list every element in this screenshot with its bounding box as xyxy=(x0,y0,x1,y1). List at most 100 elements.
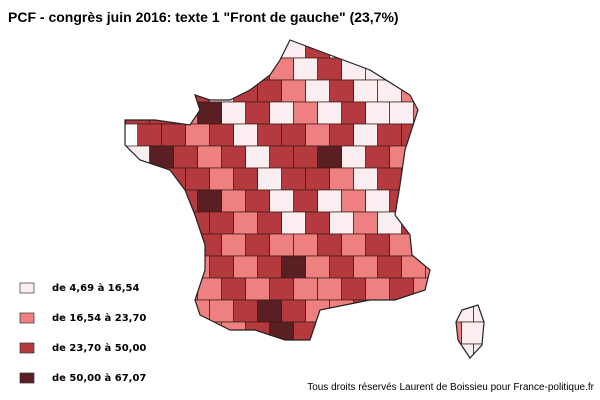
department xyxy=(317,57,342,81)
department xyxy=(221,57,246,81)
department xyxy=(161,255,186,279)
department xyxy=(401,40,426,59)
department xyxy=(329,123,354,147)
department xyxy=(389,189,414,213)
department xyxy=(486,190,510,212)
department xyxy=(353,211,378,235)
department xyxy=(257,123,282,147)
department xyxy=(486,102,510,124)
department xyxy=(293,233,318,257)
department xyxy=(185,40,210,59)
department xyxy=(413,321,438,345)
department xyxy=(221,101,246,125)
department xyxy=(185,343,210,358)
department xyxy=(461,145,484,169)
department xyxy=(293,101,318,125)
department xyxy=(498,256,522,278)
department xyxy=(209,211,234,235)
department xyxy=(389,321,414,345)
department xyxy=(353,343,378,358)
department xyxy=(173,189,198,213)
department xyxy=(425,167,450,191)
title: PCF - congrès juin 2016: texte 1 "Front … xyxy=(8,9,399,25)
department xyxy=(293,145,318,169)
department xyxy=(317,233,342,257)
department xyxy=(137,211,162,235)
department xyxy=(365,57,390,81)
department xyxy=(377,343,402,358)
department xyxy=(305,343,330,358)
department xyxy=(221,189,246,213)
department xyxy=(245,57,270,81)
department xyxy=(317,321,342,345)
department xyxy=(353,40,378,59)
department xyxy=(293,277,318,301)
department xyxy=(365,189,390,213)
department xyxy=(473,255,484,279)
department xyxy=(425,211,450,235)
department xyxy=(161,123,186,147)
department xyxy=(473,167,484,191)
department xyxy=(437,145,462,169)
department xyxy=(498,124,522,146)
department xyxy=(341,233,366,257)
department xyxy=(233,123,258,147)
department xyxy=(461,57,484,81)
department xyxy=(233,343,258,358)
legend-swatch xyxy=(19,312,35,324)
department xyxy=(329,343,354,358)
department xyxy=(269,277,294,301)
department xyxy=(173,233,198,257)
department xyxy=(221,321,246,345)
department xyxy=(257,299,282,323)
department xyxy=(233,40,258,59)
department xyxy=(353,255,378,279)
department xyxy=(329,211,354,235)
department xyxy=(125,101,150,125)
department xyxy=(486,146,510,168)
department xyxy=(257,343,282,358)
department xyxy=(486,234,510,256)
department xyxy=(161,343,186,358)
department xyxy=(197,189,222,213)
department xyxy=(449,40,474,59)
department xyxy=(185,299,210,323)
department xyxy=(498,168,522,190)
department xyxy=(377,167,402,191)
department xyxy=(305,79,330,103)
department xyxy=(317,101,342,125)
department xyxy=(329,167,354,191)
department xyxy=(425,343,450,358)
department xyxy=(173,57,198,81)
department xyxy=(269,321,294,345)
department xyxy=(425,79,450,103)
department xyxy=(461,277,484,301)
department xyxy=(425,299,450,323)
department xyxy=(317,277,342,301)
department xyxy=(185,167,210,191)
department xyxy=(245,189,270,213)
department xyxy=(245,233,270,257)
department xyxy=(449,343,474,358)
department xyxy=(449,255,474,279)
department xyxy=(161,299,186,323)
department xyxy=(449,167,474,191)
department xyxy=(233,255,258,279)
department xyxy=(149,277,174,301)
department xyxy=(281,299,306,323)
department xyxy=(461,189,484,213)
department xyxy=(257,255,282,279)
department xyxy=(185,123,210,147)
legend-label: de 4,69 à 16,54 xyxy=(52,282,139,294)
department xyxy=(353,299,378,323)
department xyxy=(137,255,162,279)
department xyxy=(341,189,366,213)
department xyxy=(197,233,222,257)
department xyxy=(425,123,450,147)
department xyxy=(125,57,150,81)
department xyxy=(257,79,282,103)
department xyxy=(377,123,402,147)
department xyxy=(281,40,306,59)
department xyxy=(149,57,174,81)
